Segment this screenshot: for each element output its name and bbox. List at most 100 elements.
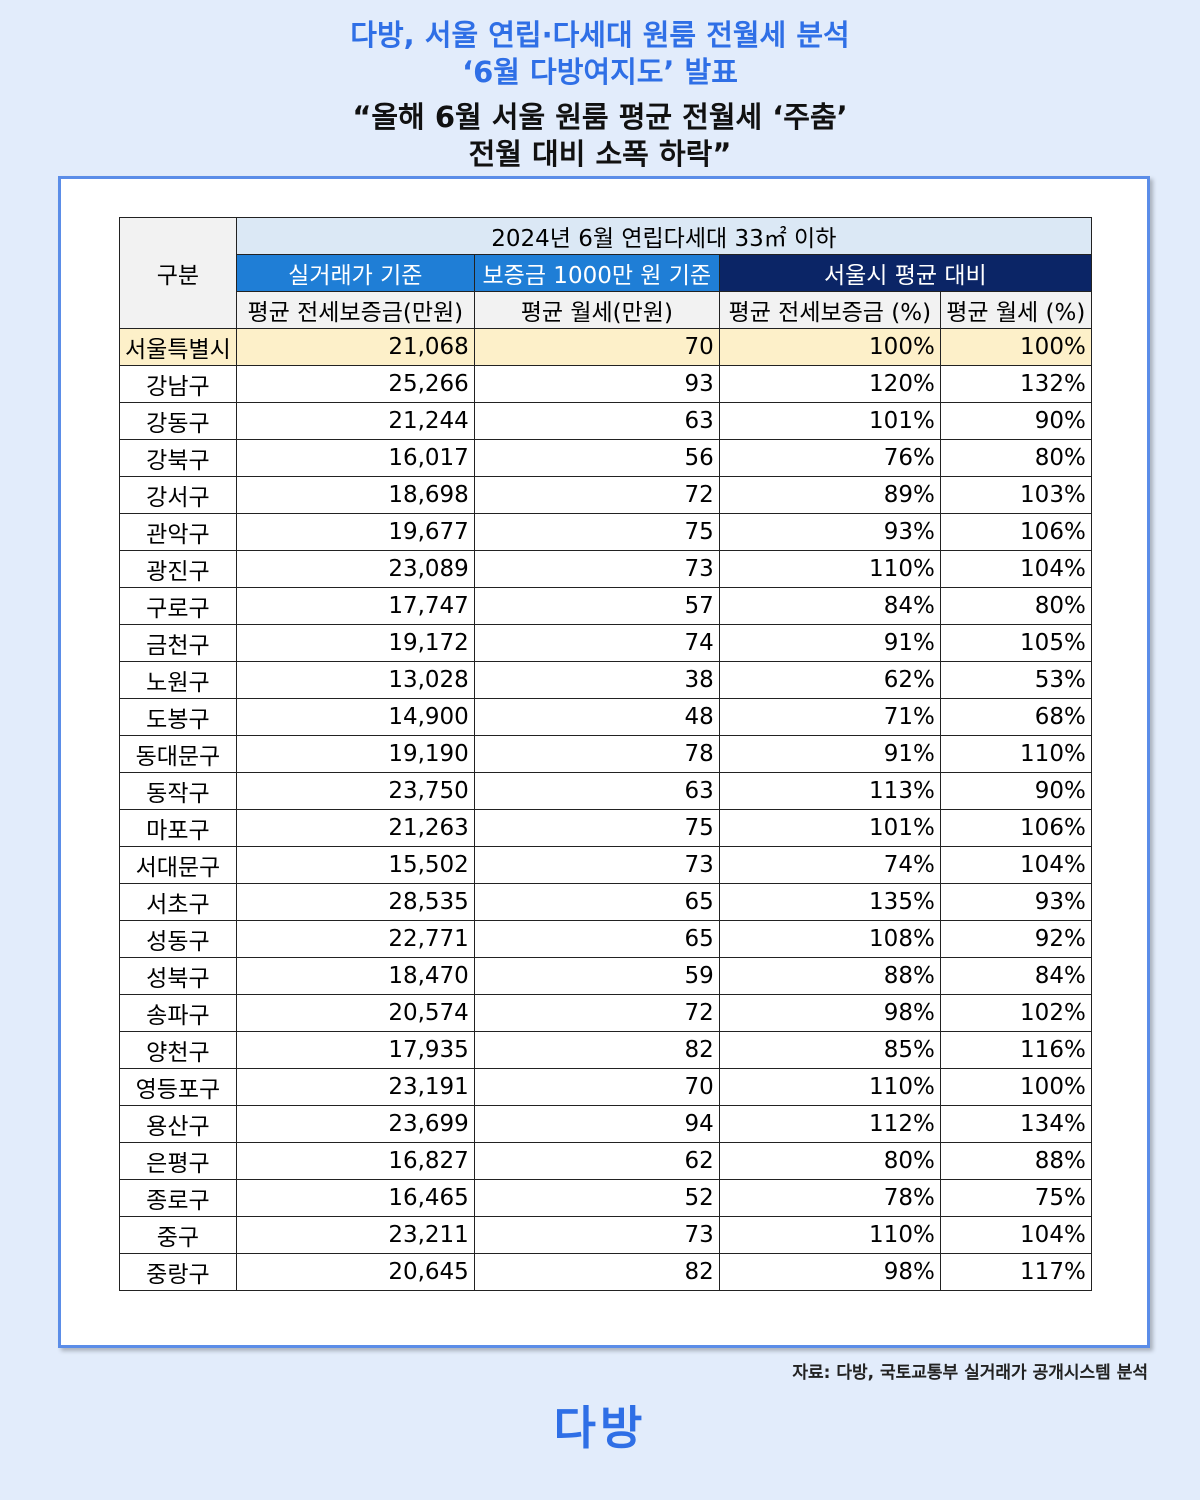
cell: 98% [718, 994, 941, 1032]
row-label: 마포구 [119, 809, 237, 847]
cell: 63 [473, 772, 720, 810]
cell: 84% [718, 587, 941, 625]
cell: 22,771 [235, 920, 475, 958]
cell: 100% [939, 1068, 1092, 1106]
table-row: 영등포구 23,191 70 110% 100% [119, 1068, 1092, 1106]
table-row: 마포구 21,263 75 101% 106% [119, 809, 1092, 847]
cell: 23,089 [235, 550, 475, 588]
table-row: 관악구 19,677 75 93% 106% [119, 513, 1092, 551]
cell: 23,191 [235, 1068, 475, 1106]
cell: 110% [718, 550, 941, 588]
row-label: 서대문구 [119, 846, 237, 884]
row-label: 금천구 [119, 624, 237, 662]
column-header: 평균 월세(만원) [473, 291, 720, 329]
cell: 80% [718, 1142, 941, 1180]
row-label: 성동구 [119, 920, 237, 958]
cell: 102% [939, 994, 1092, 1032]
cell: 116% [939, 1031, 1092, 1069]
cell: 21,068 [235, 328, 475, 366]
column-header: 평균 전세보증금 (%) [718, 291, 941, 329]
cell: 21,263 [235, 809, 475, 847]
cell: 74 [473, 624, 720, 662]
cell: 21,244 [235, 402, 475, 440]
cell: 110% [718, 1068, 941, 1106]
cell: 16,827 [235, 1142, 475, 1180]
table-row: 동대문구 19,190 78 91% 110% [119, 735, 1092, 773]
cell: 53% [939, 661, 1092, 699]
cell: 19,677 [235, 513, 475, 551]
data-table: 구분 2024년 6월 연립다세대 33㎡ 이하 실거래가 기준 보증금 100… [119, 217, 1092, 1291]
cell: 57 [473, 587, 720, 625]
cell: 112% [718, 1105, 941, 1143]
row-label: 중구 [119, 1216, 237, 1254]
cell: 73 [473, 550, 720, 588]
row-label: 용산구 [119, 1105, 237, 1143]
table-row: 송파구 20,574 72 98% 102% [119, 994, 1092, 1032]
row-label: 강동구 [119, 402, 237, 440]
row-label: 종로구 [119, 1179, 237, 1217]
cell: 104% [939, 550, 1092, 588]
corner-header: 구분 [119, 217, 237, 329]
cell: 117% [939, 1253, 1092, 1291]
cell: 23,211 [235, 1216, 475, 1254]
cell: 78% [718, 1179, 941, 1217]
source-note: 자료: 다방, 국토교통부 실거래가 공개시스템 분석 [792, 1363, 1148, 1383]
table-row: 용산구 23,699 94 112% 134% [119, 1105, 1092, 1143]
cell: 71% [718, 698, 941, 736]
cell: 16,017 [235, 439, 475, 477]
cell: 90% [939, 402, 1092, 440]
cell: 113% [718, 772, 941, 810]
row-label: 영등포구 [119, 1068, 237, 1106]
cell: 91% [718, 735, 941, 773]
cell: 104% [939, 846, 1092, 884]
cell: 18,470 [235, 957, 475, 995]
cell: 59 [473, 957, 720, 995]
cell: 101% [718, 809, 941, 847]
cell: 106% [939, 809, 1092, 847]
cell: 70 [473, 1068, 720, 1106]
table-row: 강서구 18,698 72 89% 103% [119, 476, 1092, 514]
table-row: 종로구 16,465 52 78% 75% [119, 1179, 1092, 1217]
cell: 62 [473, 1142, 720, 1180]
cell: 25,266 [235, 365, 475, 403]
cell: 106% [939, 513, 1092, 551]
cell: 89% [718, 476, 941, 514]
row-label: 강남구 [119, 365, 237, 403]
row-label: 서초구 [119, 883, 237, 921]
cell: 28,535 [235, 883, 475, 921]
cell: 65 [473, 883, 720, 921]
table-row: 광진구 23,089 73 110% 104% [119, 550, 1092, 588]
cell: 20,645 [235, 1253, 475, 1291]
cell: 108% [718, 920, 941, 958]
cell: 65 [473, 920, 720, 958]
cell: 18,698 [235, 476, 475, 514]
cell: 100% [718, 328, 941, 366]
cell: 103% [939, 476, 1092, 514]
row-label: 구로구 [119, 587, 237, 625]
row-label: 광진구 [119, 550, 237, 588]
band-header: 서울시 평균 대비 [718, 254, 1092, 292]
group-header: 2024년 6월 연립다세대 33㎡ 이하 [235, 217, 1092, 255]
title-line: “올해 6월 서울 원룸 평균 전월세 ‘주춤’ [352, 100, 848, 134]
cell: 80% [939, 587, 1092, 625]
table-row: 성동구 22,771 65 108% 92% [119, 920, 1092, 958]
cell: 20,574 [235, 994, 475, 1032]
cell: 23,750 [235, 772, 475, 810]
cell: 110% [939, 735, 1092, 773]
title-line: 전월 대비 소폭 하락” [468, 137, 732, 171]
table-row: 구로구 17,747 57 84% 80% [119, 587, 1092, 625]
row-label: 노원구 [119, 661, 237, 699]
row-label: 도봉구 [119, 698, 237, 736]
row-label: 송파구 [119, 994, 237, 1032]
cell: 104% [939, 1216, 1092, 1254]
cell: 14,900 [235, 698, 475, 736]
cell: 56 [473, 439, 720, 477]
logo: 다방 [553, 1401, 647, 1455]
cell: 23,699 [235, 1105, 475, 1143]
row-label: 양천구 [119, 1031, 237, 1069]
row-label: 강서구 [119, 476, 237, 514]
table-row: 서대문구 15,502 73 74% 104% [119, 846, 1092, 884]
table-row: 중랑구 20,645 82 98% 117% [119, 1253, 1092, 1291]
row-label: 관악구 [119, 513, 237, 551]
cell: 48 [473, 698, 720, 736]
